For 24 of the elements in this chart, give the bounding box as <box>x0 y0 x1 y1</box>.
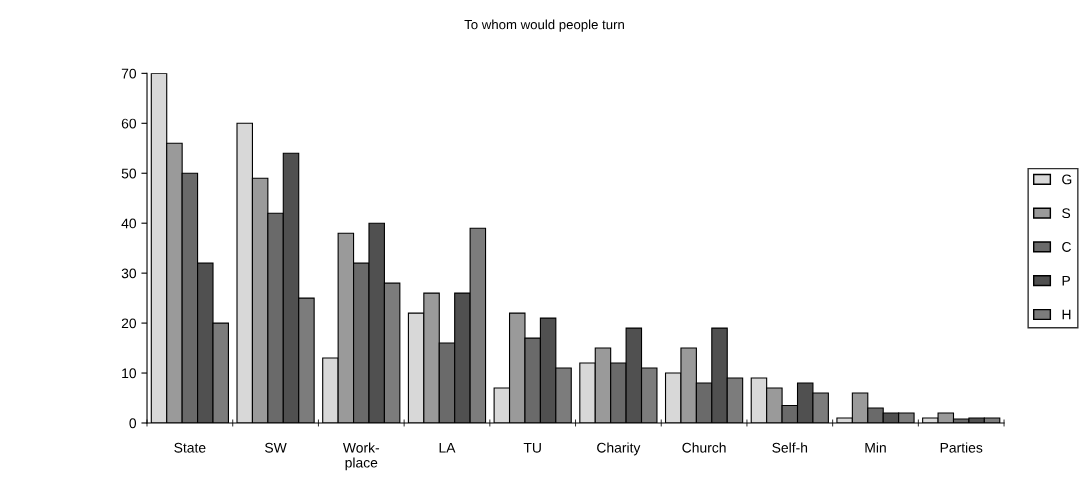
y-tick-label: 20 <box>121 318 137 329</box>
y-tick-label: 0 <box>129 418 137 429</box>
x-tick-label: Work- place <box>342 442 380 471</box>
x-tick-label: LA <box>439 442 456 453</box>
legend-label: P <box>1062 275 1071 286</box>
x-tick-label: SW <box>265 442 287 453</box>
chart-title: To whom would people turn <box>464 19 624 32</box>
x-tick-label: Charity <box>597 442 641 456</box>
legend-label: C <box>1062 242 1071 252</box>
y-tick-label: 60 <box>121 118 137 129</box>
x-tick-label: Parties <box>940 442 983 453</box>
x-tick-label: Church <box>682 442 726 453</box>
legend-label: S <box>1062 208 1071 219</box>
y-tick-label: 30 <box>121 268 137 279</box>
x-tick-label: State <box>174 442 206 453</box>
legend-label: G <box>1062 174 1072 185</box>
y-tick-label: 50 <box>121 168 137 179</box>
x-tick-label: TU <box>523 442 541 453</box>
legend-label: H <box>1062 309 1071 320</box>
y-tick-label: 70 <box>121 68 137 79</box>
y-tick-label: 40 <box>121 218 137 229</box>
y-tick-label: 10 <box>122 368 137 379</box>
x-tick-label: Self-h <box>772 442 808 453</box>
x-tick-label: Min <box>865 442 886 453</box>
